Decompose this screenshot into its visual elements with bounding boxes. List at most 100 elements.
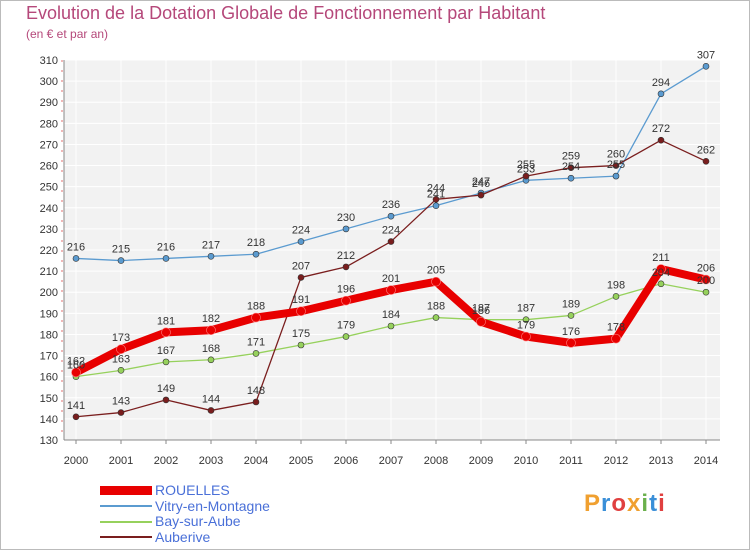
data-label-auberive: 244 bbox=[427, 182, 445, 194]
data-point-auberive bbox=[432, 196, 440, 203]
data-point-auberive bbox=[702, 158, 710, 165]
legend-label-auberive: Auberive bbox=[155, 528, 211, 545]
data-label-bay-sur-aube: 198 bbox=[607, 279, 625, 291]
data-label-auberive: 148 bbox=[247, 385, 265, 397]
data-point-auberive bbox=[207, 407, 215, 414]
data-point-bay-sur-aube bbox=[342, 333, 350, 340]
data-point-bay-sur-aube bbox=[657, 280, 665, 288]
data-point-vitry-en-montagne bbox=[252, 250, 260, 258]
data-label-vitry-en-montagne: 247 bbox=[472, 176, 490, 188]
x-tick-label: 2007 bbox=[379, 455, 403, 467]
chart-title: Evolution de la Dotation Globale de Fonc… bbox=[26, 3, 546, 23]
data-label-rouelles: 206 bbox=[697, 263, 715, 275]
data-label-vitry-en-montagne: 216 bbox=[157, 241, 175, 253]
data-point-rouelles bbox=[656, 264, 666, 274]
data-label-auberive: 207 bbox=[292, 260, 310, 272]
data-point-bay-sur-aube bbox=[567, 312, 575, 319]
data-point-rouelles bbox=[386, 285, 396, 295]
data-label-rouelles: 178 bbox=[607, 322, 625, 334]
data-label-auberive: 141 bbox=[67, 400, 85, 412]
data-point-auberive bbox=[297, 274, 305, 281]
x-tick-label: 2005 bbox=[289, 455, 313, 467]
x-tick-label: 2013 bbox=[649, 455, 673, 467]
data-label-bay-sur-aube: 200 bbox=[697, 275, 715, 287]
data-label-vitry-en-montagne: 215 bbox=[112, 244, 130, 256]
data-label-vitry-en-montagne: 255 bbox=[607, 159, 625, 171]
data-label-bay-sur-aube: 160 bbox=[67, 360, 85, 372]
data-label-rouelles: 205 bbox=[427, 265, 445, 277]
data-label-bay-sur-aube: 189 bbox=[562, 298, 580, 310]
legend-label-vitry-en-montagne: Vitry-en-Montagne bbox=[155, 497, 270, 514]
y-tick-label: 130 bbox=[40, 435, 58, 447]
data-point-auberive bbox=[612, 162, 620, 169]
data-label-vitry-en-montagne: 217 bbox=[202, 239, 220, 251]
legend-swatch-vitry-en-montagne bbox=[100, 499, 152, 514]
data-point-vitry-en-montagne bbox=[567, 174, 575, 182]
data-label-bay-sur-aube: 187 bbox=[472, 303, 490, 315]
data-point-bay-sur-aube bbox=[252, 350, 260, 357]
x-tick-label: 2001 bbox=[109, 455, 133, 467]
data-point-auberive bbox=[162, 396, 170, 404]
data-label-vitry-en-montagne: 236 bbox=[382, 199, 400, 211]
data-label-bay-sur-aube: 179 bbox=[337, 320, 355, 332]
x-tick-label: 2012 bbox=[604, 455, 628, 467]
data-point-rouelles bbox=[296, 306, 306, 317]
data-label-auberive: 255 bbox=[517, 159, 535, 171]
x-tick-label: 2000 bbox=[64, 455, 88, 467]
data-point-auberive bbox=[252, 398, 260, 406]
proxiti-logo: Proxiti bbox=[584, 490, 666, 517]
x-tick-label: 2010 bbox=[514, 455, 538, 467]
data-point-bay-sur-aube bbox=[207, 356, 215, 364]
data-label-bay-sur-aube: 175 bbox=[292, 328, 310, 340]
y-tick-label: 310 bbox=[40, 55, 58, 67]
data-label-auberive: 144 bbox=[202, 393, 220, 405]
data-point-auberive bbox=[342, 263, 350, 271]
data-point-rouelles bbox=[611, 333, 621, 344]
data-label-auberive: 149 bbox=[157, 383, 175, 395]
data-label-vitry-en-montagne: 224 bbox=[292, 225, 310, 237]
data-label-bay-sur-aube: 171 bbox=[247, 336, 265, 348]
data-point-rouelles bbox=[161, 327, 171, 338]
data-point-bay-sur-aube bbox=[387, 322, 395, 330]
x-tick-label: 2002 bbox=[154, 455, 178, 467]
x-tick-label: 2014 bbox=[694, 455, 718, 467]
data-point-bay-sur-aube bbox=[522, 316, 530, 323]
data-point-bay-sur-aube bbox=[702, 288, 710, 296]
data-point-vitry-en-montagne bbox=[387, 212, 395, 220]
data-label-auberive: 272 bbox=[652, 123, 670, 135]
data-point-vitry-en-montagne bbox=[117, 257, 125, 264]
y-tick-label: 270 bbox=[40, 139, 58, 151]
data-label-vitry-en-montagne: 253 bbox=[517, 163, 535, 175]
data-label-vitry-en-montagne: 307 bbox=[697, 49, 715, 61]
legend-label-rouelles: ROUELLES bbox=[155, 482, 230, 498]
data-point-auberive bbox=[72, 413, 80, 421]
data-label-bay-sur-aube: 168 bbox=[202, 343, 220, 355]
data-point-vitry-en-montagne bbox=[342, 225, 350, 233]
y-tick-label: 240 bbox=[40, 203, 58, 215]
data-point-rouelles bbox=[341, 295, 351, 306]
y-tick-label: 290 bbox=[40, 97, 58, 109]
y-tick-label: 230 bbox=[40, 224, 58, 236]
data-point-rouelles bbox=[431, 276, 441, 287]
legend-swatch-bay-sur-aube bbox=[100, 514, 152, 529]
data-label-rouelles: 182 bbox=[202, 313, 220, 325]
data-label-rouelles: 188 bbox=[247, 301, 265, 313]
data-label-bay-sur-aube: 163 bbox=[112, 353, 130, 365]
chart-subtitle: (en € et par an) bbox=[26, 27, 109, 41]
data-point-vitry-en-montagne bbox=[612, 172, 620, 180]
data-point-bay-sur-aube bbox=[297, 341, 305, 349]
data-point-bay-sur-aube bbox=[117, 367, 125, 374]
data-label-rouelles: 201 bbox=[382, 273, 400, 285]
series-group bbox=[71, 63, 711, 421]
data-label-rouelles: 191 bbox=[292, 294, 310, 306]
data-label-bay-sur-aube: 204 bbox=[652, 267, 670, 279]
data-point-rouelles bbox=[116, 344, 126, 355]
data-point-rouelles bbox=[476, 316, 486, 327]
y-tick-label: 250 bbox=[40, 182, 58, 194]
data-point-vitry-en-montagne bbox=[72, 255, 80, 262]
axes: 130 140 150 160 170 180 190 200 210 220 230 240 250 2… bbox=[40, 55, 720, 467]
data-label-bay-sur-aube: 184 bbox=[382, 309, 400, 321]
data-label-auberive: 259 bbox=[562, 151, 580, 163]
y-tick-label: 300 bbox=[40, 76, 58, 88]
